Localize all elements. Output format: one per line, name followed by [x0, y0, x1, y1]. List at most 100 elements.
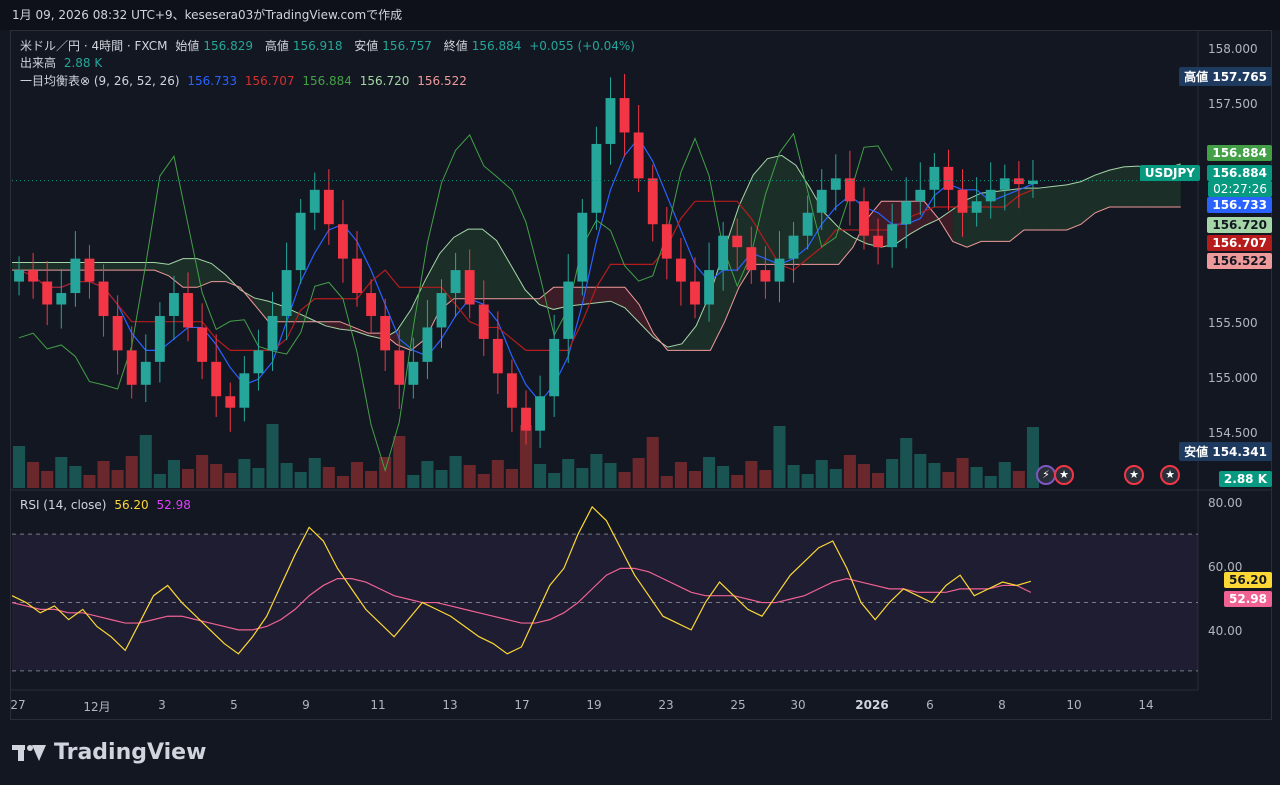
candle-body	[943, 166, 954, 190]
candle-body	[704, 270, 714, 305]
candle-body	[901, 201, 912, 225]
rsi-legend[interactable]: RSI (14, close) 56.20 52.98	[20, 497, 195, 513]
volume-bar	[252, 468, 265, 488]
volume-bar	[407, 475, 420, 488]
us-flag-icon[interactable]: ★	[1124, 465, 1144, 485]
volume-bar	[815, 460, 828, 488]
x-tick: 23	[658, 698, 674, 712]
ichimoku-cloud-segment	[767, 155, 782, 265]
low-value: 156.757	[382, 39, 432, 53]
volume-bar	[618, 472, 631, 488]
countdown-tag: 02:27:26	[1208, 181, 1272, 197]
lightning-icon[interactable]: ⚡	[1036, 465, 1056, 485]
symbol-tag[interactable]: USDJPY	[1139, 165, 1200, 181]
candle-body	[126, 350, 137, 385]
volume-legend[interactable]: 出来高 2.88 K	[20, 55, 106, 71]
rsi-tag: 56.20	[1224, 572, 1272, 588]
candle-body	[802, 212, 813, 236]
candle-body	[408, 361, 419, 385]
candle-body	[380, 315, 391, 351]
x-tick: 5	[230, 698, 238, 712]
candle-body	[647, 178, 658, 225]
candle-body	[323, 189, 334, 225]
rsi-ma-value: 52.98	[156, 498, 191, 512]
ichimoku-cloud-segment	[354, 327, 369, 336]
ichimoku-cloud-segment	[197, 258, 212, 288]
candle-body	[535, 396, 546, 431]
us-flag-icon[interactable]: ★	[1054, 465, 1074, 485]
volume-bar	[379, 457, 392, 488]
candle-body	[211, 361, 222, 397]
ichimoku-legend[interactable]: 一目均衡表⊗ (9, 26, 52, 26) 156.733 156.707 1…	[20, 73, 471, 89]
symbol-name[interactable]: 米ドル／円 · 4時間 · FXCM	[20, 39, 168, 53]
us-flag-icon[interactable]: ★	[1160, 465, 1180, 485]
high-value: 156.918	[292, 39, 343, 53]
price-tick: 157.500	[1208, 97, 1258, 111]
ichimoku-v2: 156.707	[244, 74, 295, 88]
candle-body	[816, 189, 827, 213]
low-tag-label: 安値	[1184, 445, 1209, 459]
ichimoku-cloud-segment	[1123, 166, 1138, 208]
volume-bar	[759, 470, 772, 488]
volume-bar	[674, 462, 687, 488]
low-tag: 安値 154.341	[1179, 442, 1272, 461]
footer	[0, 720, 1280, 785]
volume-bar	[27, 462, 40, 488]
rsi-ma-line	[11, 567, 1032, 631]
candle-body	[84, 258, 95, 282]
candle-body	[197, 327, 208, 362]
ichimoku-cloud-segment	[681, 325, 697, 351]
candle-body	[366, 293, 377, 316]
ichimoku-cloud-segment	[696, 293, 711, 351]
candle-body	[492, 338, 503, 374]
spanb-tag: 156.720	[1207, 217, 1272, 233]
volume-bar	[153, 474, 166, 488]
x-tick: 9	[302, 698, 310, 712]
volume-bar	[787, 465, 800, 488]
candle-body	[169, 293, 179, 316]
x-tick: 13	[442, 698, 458, 712]
volume-bar	[322, 467, 335, 488]
candle-body	[42, 281, 53, 305]
volume-bar	[421, 461, 434, 488]
chart-frame	[10, 30, 1272, 720]
volume-bar	[646, 437, 659, 488]
candle-body	[225, 396, 236, 408]
x-tick: 14	[1138, 698, 1154, 712]
candle-body	[70, 258, 81, 294]
ichimoku-cloud-segment	[1023, 188, 1039, 230]
volume-bar	[224, 473, 237, 488]
x-tick: 27	[10, 698, 26, 712]
ichimoku-cloud-segment	[624, 287, 640, 323]
candle-body	[549, 338, 560, 397]
candle-body	[859, 201, 869, 236]
candle-body	[154, 315, 165, 362]
high-label: 高値	[264, 39, 289, 53]
volume-bar	[745, 461, 758, 488]
candle-body	[56, 293, 67, 305]
rsi-line	[11, 505, 1032, 655]
candle-body	[971, 201, 982, 213]
candle-body	[915, 189, 926, 202]
tradingview-logo[interactable]: TradingView	[12, 740, 206, 765]
rsi-value: 56.20	[114, 498, 149, 512]
symbol-legend[interactable]: 米ドル／円 · 4時間 · FXCM 始値 156.829 高値 156.918 安…	[20, 38, 639, 54]
price-tag: 156.884	[1207, 165, 1272, 181]
high-tag-value: 157.765	[1212, 70, 1267, 84]
candle-body	[661, 224, 672, 259]
ichimoku-cloud-segment	[510, 265, 526, 299]
volume-bar	[604, 463, 617, 488]
candle-body	[690, 281, 700, 305]
ichimoku-cloud-segment	[211, 263, 226, 282]
rsi-tick: 40.00	[1208, 624, 1243, 638]
x-tick: 11	[370, 698, 386, 712]
volume-bar	[857, 464, 871, 488]
volume-bar	[731, 475, 744, 488]
close-label: 終値	[443, 39, 468, 53]
x-tick: 19	[586, 698, 602, 712]
ichimoku-cloud-segment	[995, 189, 1010, 242]
candle-body	[253, 350, 264, 374]
volume-bar	[886, 459, 899, 488]
candle-body	[873, 235, 883, 248]
